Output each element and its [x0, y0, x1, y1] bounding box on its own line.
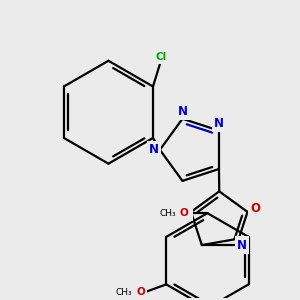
Text: N: N [178, 105, 188, 118]
Text: CH₃: CH₃ [116, 288, 133, 297]
Text: O: O [136, 287, 145, 297]
Text: O: O [250, 202, 260, 215]
Text: Cl: Cl [155, 52, 167, 62]
Text: N: N [149, 143, 159, 156]
Text: CH₃: CH₃ [159, 208, 176, 217]
Text: O: O [179, 208, 188, 218]
Text: N: N [214, 117, 224, 130]
Text: N: N [181, 206, 191, 218]
Text: N: N [237, 238, 247, 252]
